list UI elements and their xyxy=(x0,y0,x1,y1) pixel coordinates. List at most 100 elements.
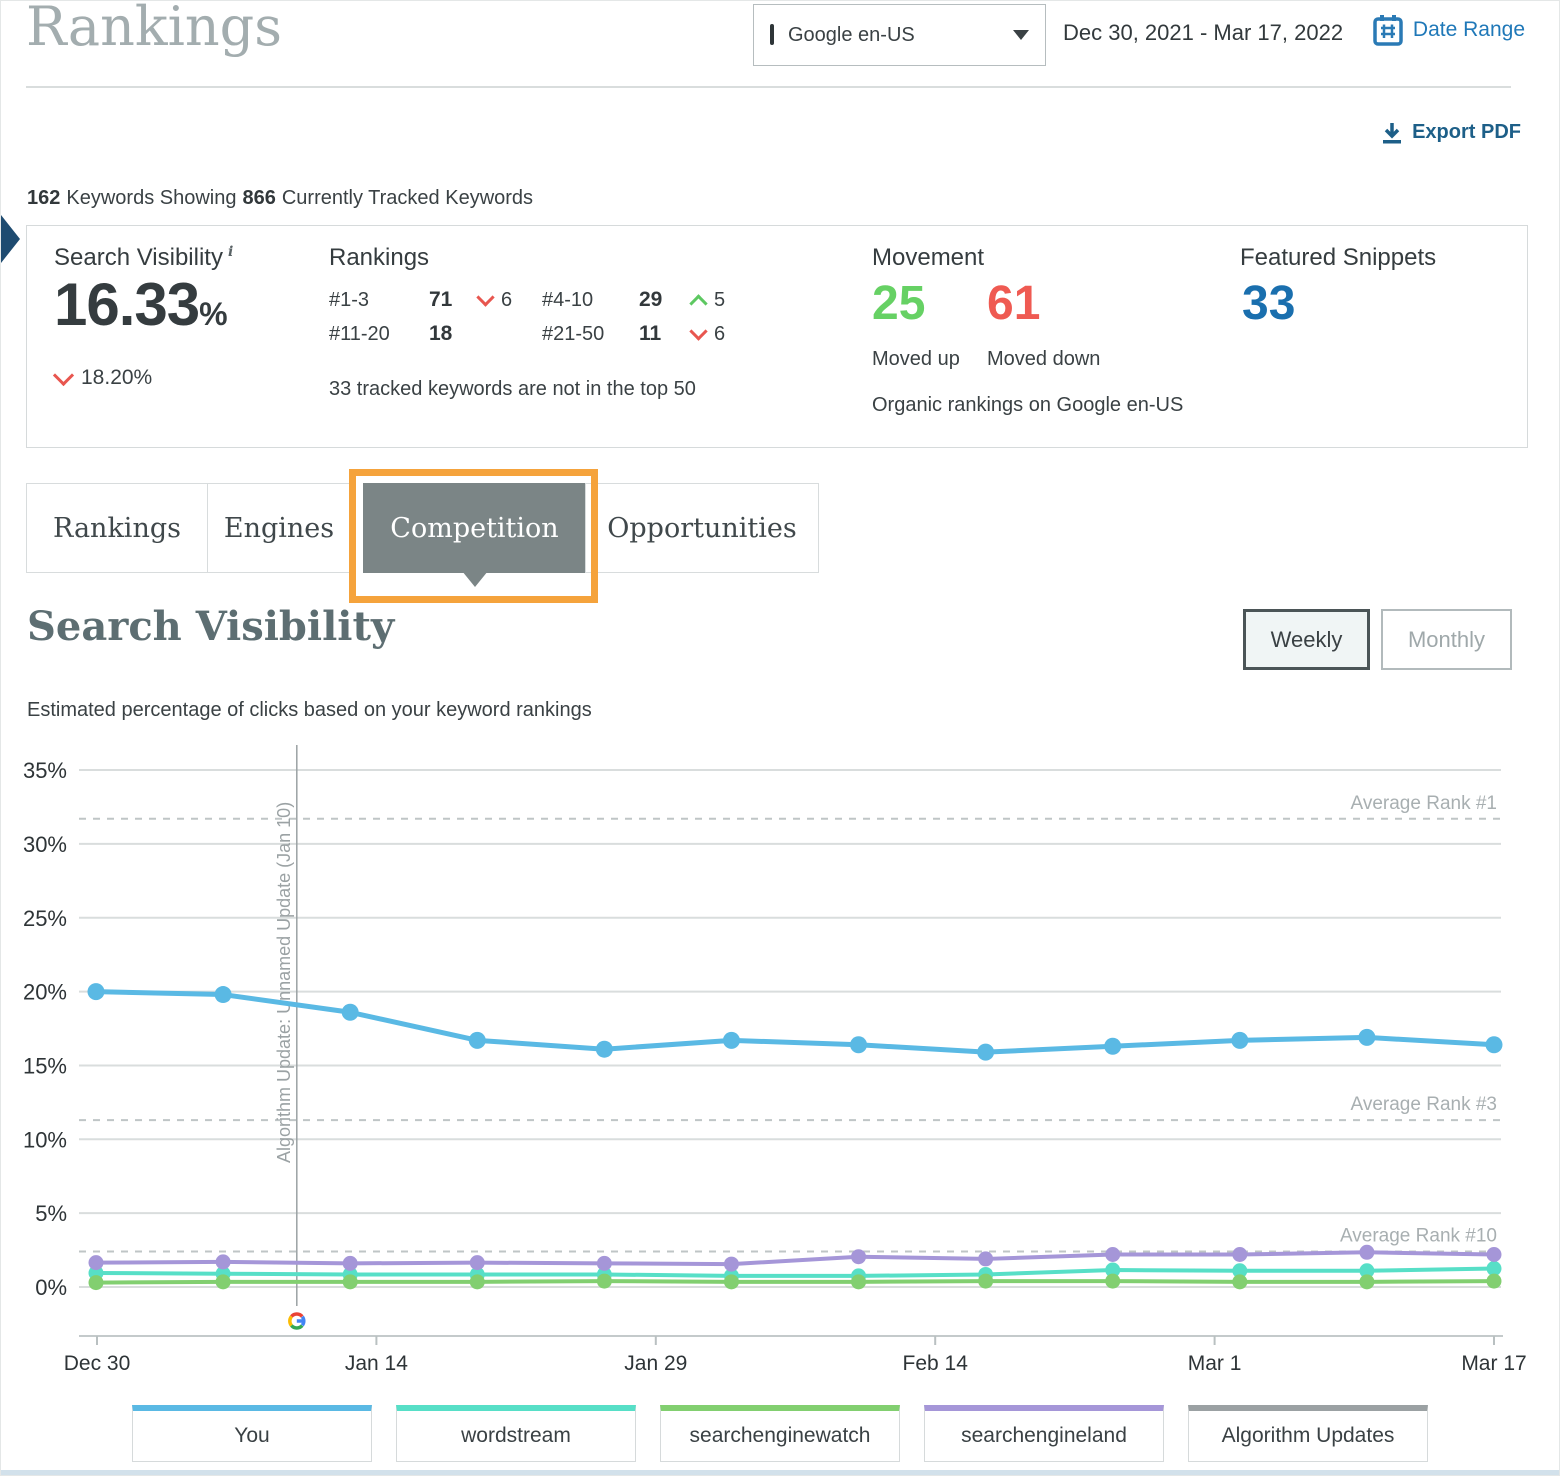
date-range-label: Date Range xyxy=(1412,18,1525,41)
keywords-showing-label: Keywords Showing xyxy=(66,187,237,209)
date-range-button[interactable]: Date Range xyxy=(1373,14,1525,46)
series-point-wordstream xyxy=(1105,1262,1121,1278)
legend-item-searchenginewatch[interactable]: searchenginewatch xyxy=(660,1405,900,1462)
series-line-searchenginewatch xyxy=(95,1279,1495,1285)
up-chevron-icon xyxy=(689,293,708,313)
average-rank-label: Average Rank #10 xyxy=(1340,1226,1497,1247)
x-axis-tick-label: Jan 14 xyxy=(345,1352,408,1375)
y-axis-tick-label: 5% xyxy=(35,1201,67,1226)
date-range-value: Dec 30, 2021 - Mar 17, 2022 xyxy=(1063,20,1344,45)
series-point-searchenginewatch xyxy=(88,1275,104,1291)
engine-selected-value: Google en-US xyxy=(788,23,915,46)
keywords-showing-count: 162 xyxy=(27,187,61,209)
page-title: Rankings xyxy=(26,0,282,58)
series-point-searchenginewatch xyxy=(978,1273,994,1289)
average-rank-label: Average Rank #1 xyxy=(1351,793,1497,814)
series-point-searchenginewatch xyxy=(215,1274,231,1290)
legend-item-algorithm-updates[interactable]: Algorithm Updates xyxy=(1188,1405,1428,1462)
featured-snippets-value: 33 xyxy=(1242,277,1296,330)
series-point-searchengineland xyxy=(978,1251,994,1267)
x-axis-tick-label: Mar 17 xyxy=(1461,1352,1526,1375)
series-line-searchengineland xyxy=(95,1250,1495,1267)
stats-panel: Search Visibility i 16.33% 18.20% Ranking… xyxy=(26,225,1528,448)
section-subtitle: Estimated percentage of clicks based on … xyxy=(27,699,592,721)
series-point-You xyxy=(1231,1031,1249,1049)
calendar-icon xyxy=(1373,15,1403,46)
rank-bucket-value: 11 xyxy=(639,322,662,345)
y-axis-tick-label: 30% xyxy=(23,832,67,857)
percent-unit: % xyxy=(199,296,228,332)
down-chevron-icon xyxy=(52,364,75,386)
chevron-down-icon xyxy=(1013,30,1029,40)
search-visibility-chart: 0% 5% 10% 15% 20% 25% 30% 35% Average Rank #1 Ave… xyxy=(23,745,1527,1375)
series-point-You xyxy=(341,1003,359,1021)
monitor-icon xyxy=(770,24,774,45)
search-visibility-stat-title: Search Visibility i xyxy=(54,244,234,271)
series-point-You xyxy=(1485,1036,1503,1054)
weekly-button[interactable]: Weekly xyxy=(1243,609,1370,670)
search-engine-dropdown[interactable]: Google en-US xyxy=(753,4,1046,66)
info-icon[interactable]: i xyxy=(227,244,234,260)
rank-bucket-value: 71 xyxy=(429,288,453,311)
section-title: Search Visibility xyxy=(27,603,395,650)
series-point-You xyxy=(1104,1037,1122,1055)
featured-snippets-title: Featured Snippets xyxy=(1240,244,1437,271)
series-point-You xyxy=(214,986,232,1004)
tab-rankings[interactable]: Rankings xyxy=(26,483,208,573)
series-point-You xyxy=(977,1043,995,1061)
search-visibility-value: 16.33% xyxy=(54,271,228,338)
y-axis-tick-label: 20% xyxy=(23,980,67,1005)
series-line-You xyxy=(95,989,1495,1055)
tab-opportunities[interactable]: Opportunities xyxy=(585,483,819,573)
rankings-grid: #1-3 71 6 #4-10 29 5 #11-20 18 #21-50 11 xyxy=(329,287,770,346)
y-axis-tick-label: 35% xyxy=(23,758,67,783)
series-point-wordstream xyxy=(1359,1263,1375,1279)
series-point-searchengineland xyxy=(342,1255,358,1271)
series-point-searchenginewatch xyxy=(851,1274,867,1290)
tab-competition[interactable]: Competition xyxy=(363,483,586,573)
algorithm-update-label: Algorithm Update: Unnamed Update (Jan 10… xyxy=(274,802,294,1163)
moved-down-label: Moved down xyxy=(987,348,1101,370)
download-icon xyxy=(1383,122,1402,143)
rank-bucket-delta: 6 xyxy=(689,321,770,346)
series-point-searchengineland xyxy=(723,1256,739,1272)
y-axis-tick-label: 25% xyxy=(23,906,67,931)
monthly-button[interactable]: Monthly xyxy=(1381,609,1512,670)
export-pdf-button[interactable]: Export PDF xyxy=(1382,121,1521,144)
y-axis-tick-label: 0% xyxy=(35,1275,67,1300)
header-divider xyxy=(26,86,1511,88)
series-point-searchengineland xyxy=(1359,1244,1375,1260)
series-point-You xyxy=(468,1031,486,1049)
series-point-searchenginewatch xyxy=(1486,1273,1502,1289)
moved-up-value: 25 xyxy=(872,277,926,330)
series-point-searchengineland xyxy=(1486,1247,1502,1263)
series-point-You xyxy=(595,1040,613,1058)
y-axis-tick-label: 15% xyxy=(23,1053,67,1078)
series-point-searchengineland xyxy=(1232,1247,1248,1263)
series-point-You xyxy=(1358,1028,1376,1046)
series-point-searchenginewatch xyxy=(342,1274,358,1290)
panel-collapse-arrow-icon[interactable] xyxy=(1,215,20,263)
chart-legend: You wordstream searchenginewatch searche… xyxy=(1,1405,1559,1462)
rank-bucket-delta: 5 xyxy=(689,289,770,313)
series-point-searchenginewatch xyxy=(1232,1274,1248,1290)
series-point-searchengineland xyxy=(596,1255,612,1271)
legend-item-searchengineland[interactable]: searchengineland xyxy=(924,1405,1164,1462)
series-point-wordstream xyxy=(1486,1261,1502,1277)
rank-bucket-label: #1-3 xyxy=(329,288,370,311)
rank-bucket-label: #11-20 xyxy=(329,322,390,345)
rank-bucket-label: #4-10 xyxy=(542,288,594,311)
legend-item-you[interactable]: You xyxy=(132,1405,372,1462)
rank-bucket-delta: 6 xyxy=(476,287,542,312)
series-point-searchengineland xyxy=(88,1255,104,1271)
google-g-icon xyxy=(288,1315,293,1327)
tab-engines[interactable]: Engines xyxy=(207,483,351,573)
rankings-note: 33 tracked keywords are not in the top 5… xyxy=(329,378,696,400)
rank-bucket-value: 29 xyxy=(639,288,663,311)
google-g-icon xyxy=(290,1312,304,1318)
legend-item-wordstream[interactable]: wordstream xyxy=(396,1405,636,1462)
bottom-edge-band xyxy=(1,1470,1559,1475)
keywords-summary: 162 Keywords Showing 866 Currently Tracked … xyxy=(27,187,539,210)
moved-up-label: Moved up xyxy=(872,348,960,370)
